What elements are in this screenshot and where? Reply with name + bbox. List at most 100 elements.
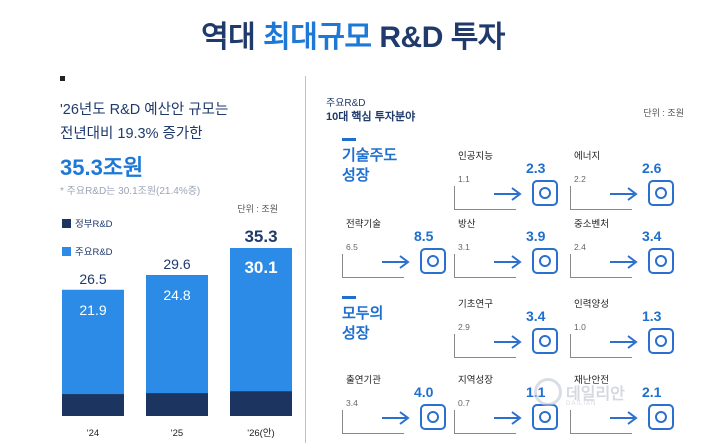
tile-frame — [454, 334, 516, 358]
key-investment-panel: 주요R&D 10대 핵심 투자분야 단위 : 조원 기술주도 성장 모두의 성장… — [316, 76, 706, 443]
x-tick-label-2: '26(안) — [247, 428, 274, 439]
bar-major-label-1: 24.8 — [163, 287, 190, 303]
bar-major-2 — [230, 248, 292, 392]
legend-item-gov: 정부R&D — [62, 216, 113, 230]
bar-total-label-0: 26.5 — [79, 271, 106, 287]
tile-3: 방산 3.9 3.1 — [452, 216, 562, 278]
tile-name: 기초연구 — [458, 299, 493, 310]
building-icon — [646, 246, 676, 281]
arrow-right-icon — [610, 334, 640, 355]
tile-frame — [570, 334, 632, 358]
arrow-right-icon — [610, 410, 640, 431]
group-label-tech: 기술주도 성장 — [342, 146, 397, 186]
bar-total-label-2: 35.3 — [244, 227, 277, 246]
group-dash-all — [342, 296, 356, 299]
microscope-icon — [530, 326, 560, 361]
group-label-all-line2: 성장 — [342, 325, 370, 342]
arrow-right-icon — [382, 410, 412, 431]
tile-prev-value: 2.4 — [574, 242, 586, 252]
tile-value: 4.0 — [414, 384, 434, 400]
hand-touch-icon — [418, 246, 448, 281]
unit-label: 단위 : 조원 — [237, 204, 278, 214]
watermark-text: 데일리안 — [566, 386, 625, 403]
headline-note: * 주요R&D는 30.1조원(21.4%증) — [60, 186, 201, 197]
tile-frame — [454, 186, 516, 210]
right-subtitle: 주요R&D — [326, 98, 366, 109]
tile-name: 에너지 — [574, 151, 601, 162]
arrow-right-icon — [494, 186, 524, 207]
tile-value: 3.4 — [526, 308, 546, 324]
group-label-all-line1: 모두의 — [342, 305, 384, 322]
tile-name: 지역성장 — [458, 375, 493, 386]
lightbulb-icon — [646, 178, 676, 213]
tile-value: 1.3 — [642, 308, 662, 324]
x-tick-label-1: '25 — [171, 428, 183, 439]
tile-0: 인공지능 2.3 1.1 — [452, 148, 562, 210]
watermark-sub: DAILIAN — [566, 401, 597, 407]
tile-frame — [342, 410, 404, 434]
tile-prev-value: 6.5 — [346, 242, 358, 252]
legend-label-major: 주요R&D — [75, 247, 113, 258]
shield-icon — [646, 402, 676, 437]
tile-value: 3.9 — [526, 228, 546, 244]
tile-frame — [570, 410, 632, 434]
tile-name: 인공지능 — [458, 151, 493, 162]
corner-marker — [60, 76, 65, 81]
legend-swatch-gov — [62, 218, 71, 228]
page-title: 역대 최대규모 R&D 투자 — [0, 12, 706, 56]
tile-frame — [570, 186, 632, 210]
watermark-logo-icon — [534, 378, 562, 406]
tile-4: 중소벤처 3.4 2.4 — [568, 216, 678, 278]
tile-name: 중소벤처 — [574, 219, 609, 230]
group-label-tech-line1: 기술주도 — [342, 147, 398, 164]
bar-major-0 — [62, 289, 124, 395]
tile-6: 인력양성 1.3 1.0 — [568, 296, 678, 358]
tile-prev-value: 1.0 — [574, 322, 586, 332]
watermark: 데일리안 DAILIAN — [530, 374, 700, 420]
legend-swatch-major — [62, 246, 71, 256]
tile-name: 재난안전 — [574, 375, 609, 386]
title-highlight: 최대규모 — [263, 21, 372, 54]
legend-item-major: 주요R&D — [62, 244, 113, 258]
headline-line1: '26년도 R&D 예산안 규모는 — [60, 102, 229, 118]
tile-2: 전략기술 8.5 6.5 — [340, 216, 450, 278]
bar-major-1 — [146, 275, 208, 394]
tile-value: 8.5 — [414, 228, 434, 244]
unit-label-right: 단위 : 조원 — [643, 108, 684, 118]
tile-frame — [342, 254, 404, 278]
title-prefix: 역대 — [201, 21, 264, 54]
ai-head-icon — [530, 178, 560, 213]
tile-name: 방산 — [458, 219, 476, 230]
group-label-all: 모두의 성장 — [342, 304, 383, 344]
tile-value: 2.1 — [642, 384, 662, 400]
tile-prev-value: 2.2 — [574, 174, 586, 184]
group-dash-tech — [342, 138, 356, 141]
x-tick-label-0: '24 — [87, 428, 99, 439]
tile-value: 2.6 — [642, 160, 662, 176]
right-title: 10대 핵심 투자분야 — [326, 111, 416, 123]
bar-major-label-2: 30.1 — [244, 258, 277, 277]
headline-total: 35.3조원 — [60, 155, 144, 180]
chart-legend: 정부R&D 주요R&D — [62, 216, 113, 272]
arrow-right-icon — [494, 334, 524, 355]
tile-frame — [454, 410, 516, 434]
tile-1: 에너지 2.6 2.2 — [568, 148, 678, 210]
arrow-right-icon — [494, 254, 524, 275]
tile-frame — [454, 254, 516, 278]
tile-value: 2.3 — [526, 160, 546, 176]
arrow-right-icon — [610, 254, 640, 275]
bar-total-label-1: 29.6 — [163, 256, 190, 272]
tank-icon — [530, 246, 560, 281]
headline-line2: 전년대비 19.3% 증가한 — [60, 126, 203, 142]
people-icon — [646, 326, 676, 361]
tile-name: 인력양성 — [574, 299, 609, 310]
tile-9: 재난안전 2.1 — [568, 372, 678, 434]
tile-prev-value: 0.7 — [458, 398, 470, 408]
arrow-right-icon — [610, 186, 640, 207]
legend-label-gov: 정부R&D — [75, 219, 113, 230]
panel-divider — [305, 76, 306, 443]
tile-prev-value: 2.9 — [458, 322, 470, 332]
bar-major-label-0: 21.9 — [79, 302, 106, 318]
group-label-tech-line2: 성장 — [342, 167, 370, 184]
tile-prev-value: 3.1 — [458, 242, 470, 252]
